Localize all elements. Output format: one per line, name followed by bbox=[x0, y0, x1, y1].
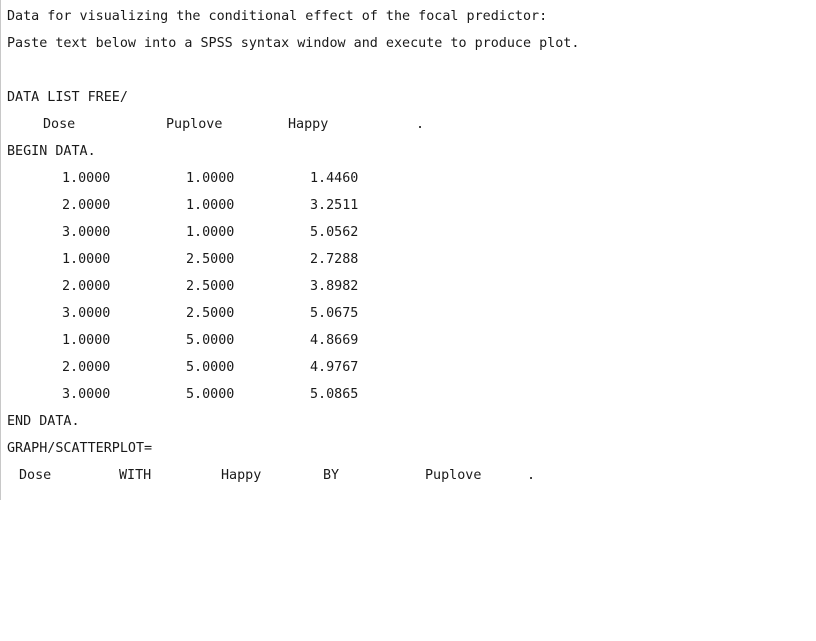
intro-line-1: Data for visualizing the conditional eff… bbox=[7, 9, 548, 24]
data-value: 1.0000 bbox=[186, 198, 235, 213]
variable-name: Puplove bbox=[166, 117, 223, 132]
data-value: 1.0000 bbox=[62, 171, 111, 186]
data-value: 4.8669 bbox=[310, 333, 359, 348]
variable-name: Happy bbox=[288, 117, 329, 132]
begin-data-line: BEGIN DATA. bbox=[7, 144, 96, 159]
variable-header-row: Dose Puplove Happy . bbox=[7, 114, 507, 136]
data-row: 2.0000 1.0000 3.2511 bbox=[7, 195, 427, 217]
graph-token: Puplove bbox=[425, 468, 482, 483]
data-value: 2.0000 bbox=[62, 279, 111, 294]
variable-name: Dose bbox=[43, 117, 76, 132]
data-value: 1.0000 bbox=[62, 252, 111, 267]
data-value: 2.0000 bbox=[62, 198, 111, 213]
terminator: . bbox=[416, 117, 425, 132]
data-value: 5.0675 bbox=[310, 306, 359, 321]
data-value: 2.7288 bbox=[310, 252, 359, 267]
graph-line: GRAPH/SCATTERPLOT= bbox=[7, 441, 153, 456]
graph-spec-row: Dose WITH Happy BY Puplove . bbox=[7, 465, 607, 487]
data-value: 2.0000 bbox=[62, 360, 111, 375]
data-value: 4.9767 bbox=[310, 360, 359, 375]
data-value: 2.5000 bbox=[186, 279, 235, 294]
graph-token: Dose bbox=[19, 468, 52, 483]
data-row: 2.0000 2.5000 3.8982 bbox=[7, 276, 427, 298]
data-value: 5.0000 bbox=[186, 387, 235, 402]
data-row: 3.0000 5.0000 5.0865 bbox=[7, 384, 427, 406]
data-row: 1.0000 1.0000 1.4460 bbox=[7, 168, 427, 190]
end-data-line: END DATA. bbox=[7, 414, 80, 429]
intro-line-2: Paste text below into a SPSS syntax wind… bbox=[7, 36, 580, 51]
data-row: 1.0000 5.0000 4.8669 bbox=[7, 330, 427, 352]
data-row: 2.0000 5.0000 4.9767 bbox=[7, 357, 427, 379]
data-value: 3.0000 bbox=[62, 306, 111, 321]
data-row: 3.0000 1.0000 5.0562 bbox=[7, 222, 427, 244]
data-value: 1.0000 bbox=[62, 333, 111, 348]
terminator: . bbox=[527, 468, 536, 483]
syntax-output-pane: Data for visualizing the conditional eff… bbox=[0, 0, 607, 500]
data-value: 1.4460 bbox=[310, 171, 359, 186]
data-value: 5.0000 bbox=[186, 360, 235, 375]
data-value: 2.5000 bbox=[186, 252, 235, 267]
data-value: 5.0562 bbox=[310, 225, 359, 240]
data-value: 5.0000 bbox=[186, 333, 235, 348]
data-value: 1.0000 bbox=[186, 225, 235, 240]
data-row: 3.0000 2.5000 5.0675 bbox=[7, 303, 427, 325]
graph-token: BY bbox=[323, 468, 340, 483]
data-value: 1.0000 bbox=[186, 171, 235, 186]
graph-token: Happy bbox=[221, 468, 262, 483]
data-value: 3.2511 bbox=[310, 198, 359, 213]
data-value: 3.8982 bbox=[310, 279, 359, 294]
data-value: 3.0000 bbox=[62, 387, 111, 402]
data-value: 3.0000 bbox=[62, 225, 111, 240]
graph-token: WITH bbox=[119, 468, 152, 483]
data-row: 1.0000 2.5000 2.7288 bbox=[7, 249, 427, 271]
data-value: 5.0865 bbox=[310, 387, 359, 402]
data-value: 2.5000 bbox=[186, 306, 235, 321]
data-list-line: DATA LIST FREE/ bbox=[7, 90, 128, 105]
